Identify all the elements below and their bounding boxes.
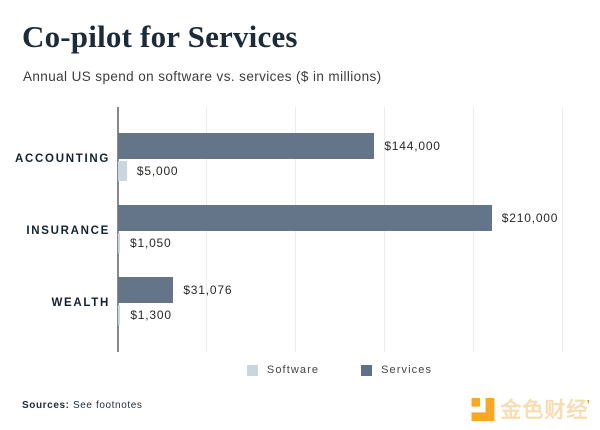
legend-item-services: Services — [361, 364, 432, 376]
services-bar: $144,000 — [118, 133, 440, 159]
value-label: $1,300 — [130, 308, 172, 322]
software-bar: $1,050 — [118, 233, 171, 253]
software-bar: $5,000 — [118, 161, 178, 181]
category-label: WEALTH — [51, 297, 110, 309]
sources-note: Sources: See footnotes — [22, 400, 143, 411]
legend-item-software: Software — [246, 364, 320, 376]
category-label: INSURANCE — [26, 225, 110, 237]
software-bar: $1,300 — [118, 305, 171, 325]
jinse-logo-accent: ’ — [586, 396, 590, 412]
bar-chart-plot: $144,000 $5,000 ACCOUNTING $210,000 $1,050 IN… — [15, 107, 563, 352]
services-bar: $31,076 — [118, 277, 231, 303]
chart-subtitle: Annual US spend on software vs. services… — [23, 69, 382, 84]
value-label: $1,050 — [130, 236, 172, 250]
category-label: ACCOUNTING — [15, 153, 110, 165]
gridline — [562, 107, 563, 352]
value-label: $144,000 — [384, 139, 441, 153]
value-label: $5,000 — [136, 164, 179, 178]
services-bar: $210,000 — [118, 205, 557, 231]
jinse-finance-logo: 金色财经 ’ — [471, 394, 590, 424]
legend-label: Software — [266, 364, 320, 376]
legend-label: Services — [381, 364, 433, 376]
software-swatch-icon — [246, 364, 258, 376]
jinse-logo-icon — [471, 397, 495, 421]
sources-label: Sources: — [22, 400, 70, 411]
chart-title: Co-pilot for Services — [22, 19, 298, 54]
chart-legend: Software Services — [117, 364, 562, 376]
value-label: $31,076 — [183, 283, 233, 297]
sources-text: See footnotes — [72, 400, 143, 411]
services-swatch-icon — [361, 364, 373, 376]
jinse-logo-text: 金色财经 — [500, 399, 589, 422]
value-label: $210,000 — [501, 211, 559, 225]
